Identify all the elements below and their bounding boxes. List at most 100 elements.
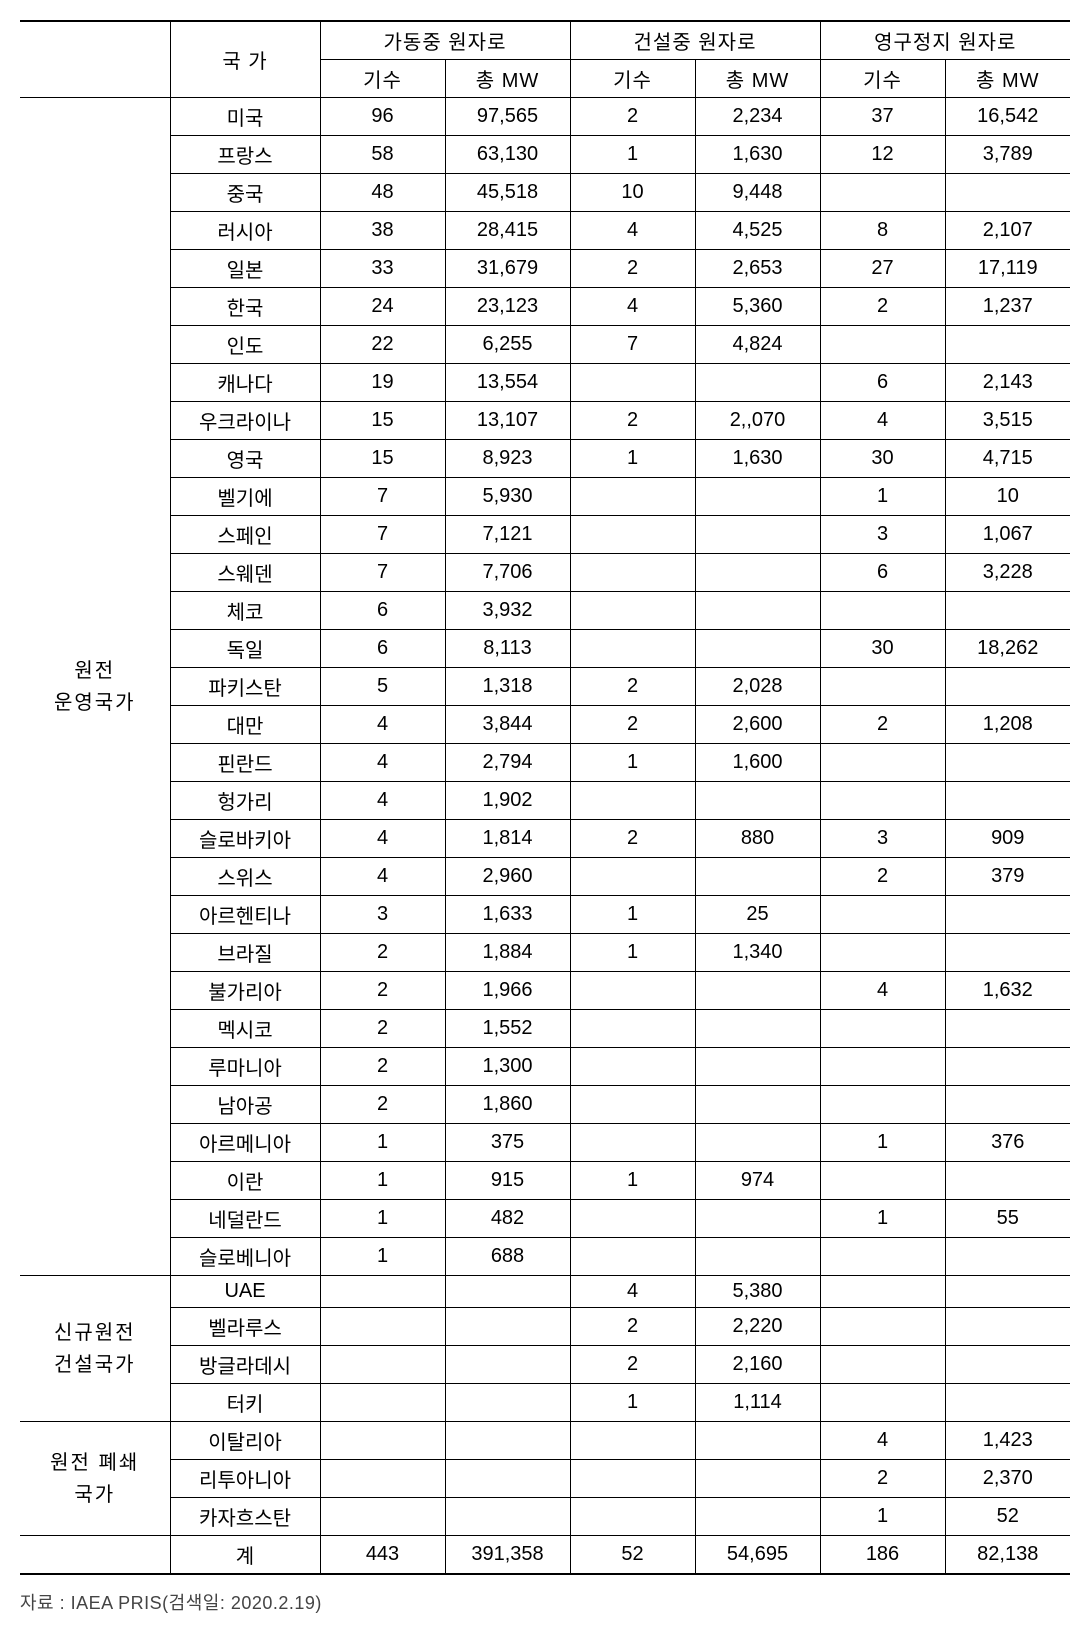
- header-units: 기수: [320, 60, 445, 98]
- country-cell: 벨기에: [170, 478, 320, 516]
- table-row: 원전운영국가미국9697,56522,2343716,542: [20, 98, 1070, 136]
- operating-units: 3: [320, 896, 445, 934]
- shutdown-units: 2: [820, 288, 945, 326]
- operating-mw: 1,814: [445, 820, 570, 858]
- shutdown-units: 6: [820, 554, 945, 592]
- shutdown-mw: 2,143: [945, 364, 1070, 402]
- total-shutdown-mw: 82,138: [945, 1536, 1070, 1575]
- construction-mw: 1,600: [695, 744, 820, 782]
- operating-units: 48: [320, 174, 445, 212]
- construction-units: 10: [570, 174, 695, 212]
- operating-mw: 1,318: [445, 668, 570, 706]
- country-cell: 스웨덴: [170, 554, 320, 592]
- shutdown-mw: 55: [945, 1200, 1070, 1238]
- shutdown-units: [820, 1346, 945, 1384]
- table-row: 불가리아21,96641,632: [20, 972, 1070, 1010]
- table-row: 터키11,114: [20, 1384, 1070, 1422]
- construction-mw: [695, 478, 820, 516]
- shutdown-mw: 376: [945, 1124, 1070, 1162]
- construction-units: [570, 1498, 695, 1536]
- operating-units: 6: [320, 630, 445, 668]
- construction-mw: 4,824: [695, 326, 820, 364]
- operating-mw: 482: [445, 1200, 570, 1238]
- operating-units: 4: [320, 706, 445, 744]
- construction-units: 2: [570, 820, 695, 858]
- construction-units: [570, 782, 695, 820]
- construction-units: [570, 1048, 695, 1086]
- construction-mw: 5,360: [695, 288, 820, 326]
- construction-mw: [695, 1048, 820, 1086]
- operating-units: 1: [320, 1124, 445, 1162]
- shutdown-mw: 2,370: [945, 1460, 1070, 1498]
- shutdown-mw: [945, 1048, 1070, 1086]
- construction-mw: 2,234: [695, 98, 820, 136]
- operating-mw: 28,415: [445, 212, 570, 250]
- group-label: 원전 폐쇄국가: [20, 1422, 170, 1536]
- construction-mw: [695, 1498, 820, 1536]
- country-cell: 불가리아: [170, 972, 320, 1010]
- shutdown-mw: 3,228: [945, 554, 1070, 592]
- operating-units: 2: [320, 1010, 445, 1048]
- construction-mw: [695, 554, 820, 592]
- shutdown-units: 2: [820, 706, 945, 744]
- country-cell: 영국: [170, 440, 320, 478]
- operating-mw: 31,679: [445, 250, 570, 288]
- shutdown-units: 3: [820, 516, 945, 554]
- shutdown-mw: [945, 1276, 1070, 1308]
- country-cell: 멕시코: [170, 1010, 320, 1048]
- country-cell: 캐나다: [170, 364, 320, 402]
- construction-units: [570, 1238, 695, 1276]
- construction-units: 1: [570, 934, 695, 972]
- construction-units: [570, 1422, 695, 1460]
- reactor-table: 국 가 가동중 원자로 건설중 원자로 영구정지 원자로 기수 총 MW 기수 …: [20, 20, 1070, 1575]
- operating-mw: 1,552: [445, 1010, 570, 1048]
- country-cell: 독일: [170, 630, 320, 668]
- table-row: 루마니아21,300: [20, 1048, 1070, 1086]
- construction-mw: 2,220: [695, 1308, 820, 1346]
- table-row: 중국4845,518109,448: [20, 174, 1070, 212]
- operating-mw: [445, 1460, 570, 1498]
- construction-mw: 4,525: [695, 212, 820, 250]
- construction-mw: 2,160: [695, 1346, 820, 1384]
- table-row: 벨기에75,930110: [20, 478, 1070, 516]
- shutdown-mw: [945, 1308, 1070, 1346]
- construction-mw: 1,114: [695, 1384, 820, 1422]
- construction-mw: 880: [695, 820, 820, 858]
- country-cell: 미국: [170, 98, 320, 136]
- operating-units: 38: [320, 212, 445, 250]
- table-row: 방글라데시22,160: [20, 1346, 1070, 1384]
- shutdown-mw: 379: [945, 858, 1070, 896]
- operating-mw: 1,966: [445, 972, 570, 1010]
- table-row: 일본3331,67922,6532717,119: [20, 250, 1070, 288]
- operating-mw: 45,518: [445, 174, 570, 212]
- shutdown-mw: 17,119: [945, 250, 1070, 288]
- header-country: 국 가: [170, 21, 320, 98]
- country-cell: 아르헨티나: [170, 896, 320, 934]
- shutdown-mw: [945, 1384, 1070, 1422]
- shutdown-units: [820, 1010, 945, 1048]
- shutdown-units: 8: [820, 212, 945, 250]
- shutdown-units: 12: [820, 136, 945, 174]
- operating-mw: [445, 1498, 570, 1536]
- construction-units: 2: [570, 706, 695, 744]
- table-row: 한국2423,12345,36021,237: [20, 288, 1070, 326]
- construction-units: 2: [570, 668, 695, 706]
- shutdown-mw: [945, 668, 1070, 706]
- operating-units: 4: [320, 820, 445, 858]
- shutdown-units: 1: [820, 1498, 945, 1536]
- country-cell: 터키: [170, 1384, 320, 1422]
- country-cell: 브라질: [170, 934, 320, 972]
- table-row: 영국158,92311,630304,715: [20, 440, 1070, 478]
- table-row: 카자흐스탄152: [20, 1498, 1070, 1536]
- shutdown-mw: [945, 934, 1070, 972]
- operating-mw: 5,930: [445, 478, 570, 516]
- shutdown-units: 4: [820, 402, 945, 440]
- table-row: 스페인77,12131,067: [20, 516, 1070, 554]
- construction-mw: 2,028: [695, 668, 820, 706]
- table-row: 멕시코21,552: [20, 1010, 1070, 1048]
- operating-mw: 2,794: [445, 744, 570, 782]
- construction-mw: 2,600: [695, 706, 820, 744]
- header-mw: 총 MW: [695, 60, 820, 98]
- shutdown-units: [820, 326, 945, 364]
- country-cell: 프랑스: [170, 136, 320, 174]
